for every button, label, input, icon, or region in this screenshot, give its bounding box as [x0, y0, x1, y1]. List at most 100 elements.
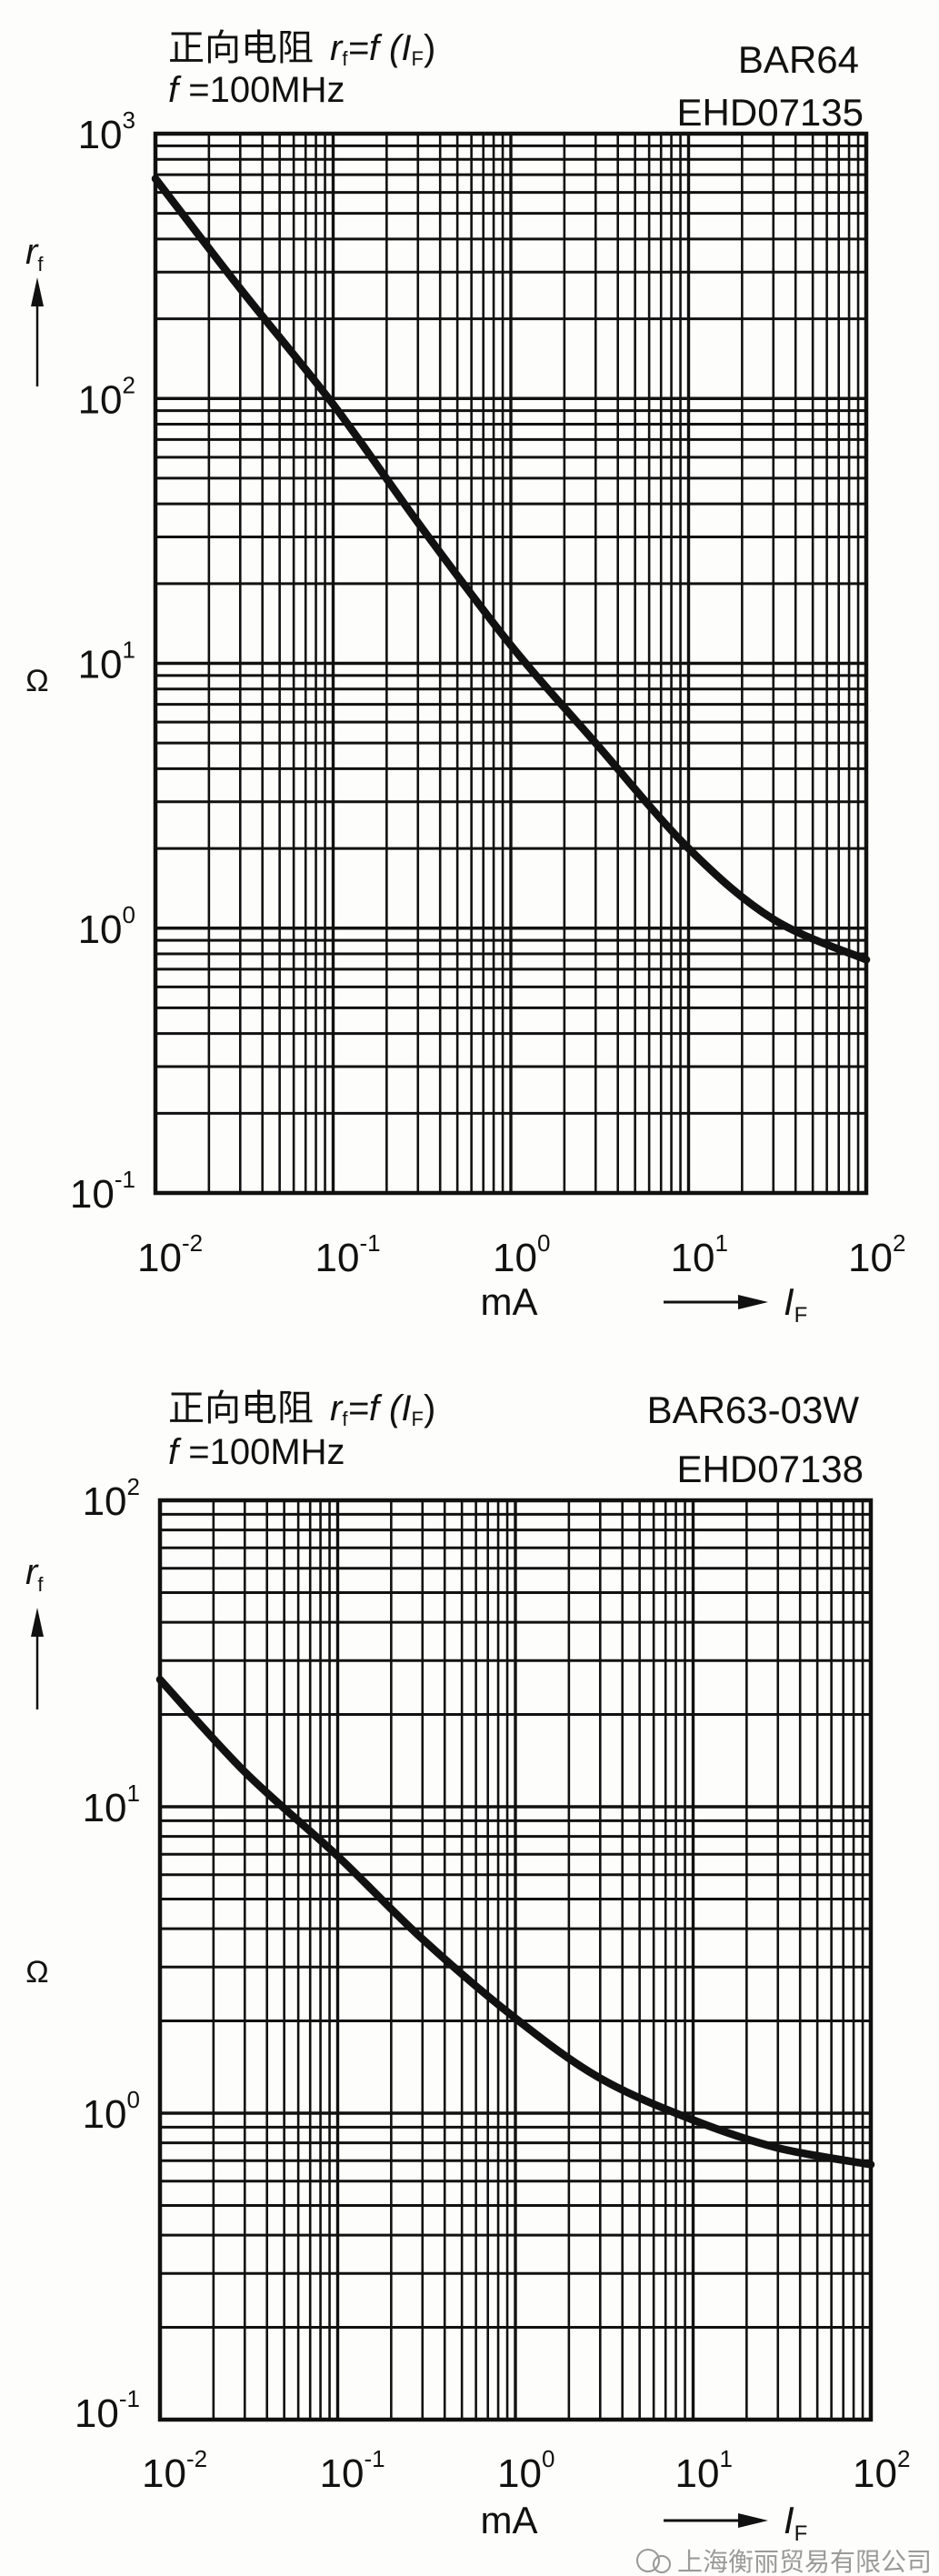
y-symbol: r [25, 1552, 39, 1592]
tick-base: 10 [320, 2451, 365, 2496]
grid [155, 134, 866, 1193]
series-line [151, 175, 871, 964]
tick-exponent: -2 [182, 1229, 203, 1257]
plot-frame [153, 131, 869, 1196]
y-tick-label: 10-1 [75, 2385, 140, 2436]
arrow-right-icon [738, 1295, 768, 1309]
y-tick-label: 10-1 [70, 1166, 135, 1217]
tick-base: 10 [70, 1172, 115, 1217]
y-tick-label: 100 [78, 901, 135, 952]
plot-frame [157, 1498, 874, 2422]
tick-base: 10 [497, 2451, 542, 2496]
x-tick-label: 101 [675, 2445, 733, 2496]
x-tick-label: 102 [848, 1229, 905, 1280]
x-tick-label: 10-2 [137, 1229, 203, 1280]
title-if-symbol: I [401, 1388, 411, 1428]
title-if-subscript: F [411, 1408, 423, 1430]
y-axis-symbol: rf [25, 232, 44, 276]
title-rf-subscript: f [342, 47, 348, 70]
x-tick-label: 10-2 [142, 2445, 207, 2496]
tick-base: 10 [671, 1236, 715, 1280]
chart-condition: f =100MHz [168, 1432, 345, 1472]
chart-title: 正向电阻 rf=f (IF) [168, 28, 435, 70]
y-subscript: f [37, 1573, 44, 1596]
chart-bar64: 正向电阻 rf=f (IF)f =100MHzBAR64EHD0713510310… [25, 28, 905, 1328]
figure-id: EHD07138 [677, 1448, 864, 1490]
tick-exponent: 2 [127, 1473, 140, 1500]
tick-base: 10 [75, 2391, 119, 2436]
tick-exponent: 0 [542, 2445, 554, 2472]
y-tick-label: 100 [83, 2086, 140, 2137]
title-equals-f: =f ( [347, 28, 405, 68]
x-axis-symbol: IF [784, 2499, 807, 2546]
title-equals-f: =f ( [347, 1388, 405, 1428]
tick-base: 10 [78, 113, 123, 157]
y-tick-label: 103 [78, 106, 135, 157]
tick-exponent: 1 [719, 2445, 732, 2472]
x-subscript: F [794, 2521, 808, 2546]
y-tick-label: 101 [78, 636, 135, 687]
tick-base: 10 [315, 1236, 360, 1280]
arrow-right-icon [738, 2513, 768, 2528]
condition-value: =100MHz [178, 70, 345, 110]
arrow-up-icon [31, 1608, 44, 1637]
x-subscript: F [794, 1303, 808, 1328]
tick-exponent: 0 [123, 901, 135, 928]
tick-exponent: 3 [123, 106, 135, 134]
tick-exponent: -1 [115, 1166, 135, 1193]
x-axis-unit: mA [481, 2499, 538, 2541]
tick-exponent: 1 [127, 1779, 140, 1807]
x-tick-label: 10-1 [320, 2445, 385, 2496]
y-axis-unit: Ω [25, 1955, 48, 1990]
title-rf-symbol: r [330, 1388, 344, 1428]
watermark-text: 上海衡丽贸易有限公司 [677, 2548, 932, 2576]
tick-exponent: -1 [119, 2385, 140, 2412]
title-rf-subscript: f [342, 1408, 348, 1430]
y-subscript: f [37, 253, 44, 276]
tick-exponent: 1 [123, 636, 135, 664]
tick-base: 10 [78, 643, 123, 687]
tick-base: 10 [83, 1786, 127, 1830]
tick-base: 10 [675, 2451, 720, 2496]
part-number: BAR63-03W [647, 1388, 860, 1431]
chart-bar63-03w: 正向电阻 rf=f (IF)f =100MHzBAR63-03WEHD071381… [25, 1388, 910, 2546]
y-tick-label: 102 [83, 1473, 140, 1524]
x-tick-label: 101 [671, 1229, 728, 1280]
grid [160, 1500, 871, 2420]
tick-base: 10 [853, 2451, 897, 2496]
x-tick-label: 100 [497, 2445, 554, 2496]
tick-exponent: -2 [186, 2445, 207, 2472]
tick-exponent: 1 [714, 1229, 727, 1257]
x-tick-label: 100 [493, 1229, 550, 1280]
tick-base: 10 [78, 907, 123, 952]
y-axis-symbol: rf [25, 1552, 44, 1596]
figure-id: EHD07135 [677, 91, 864, 134]
tick-exponent: 2 [897, 2445, 910, 2472]
tick-exponent: 2 [893, 1229, 905, 1257]
title-chinese: 正向电阻 [168, 28, 314, 68]
arrow-up-icon [31, 277, 44, 306]
condition-value: =100MHz [178, 1432, 345, 1472]
title-close-paren: ) [424, 1388, 435, 1428]
x-symbol: I [784, 2499, 794, 2541]
tick-base: 10 [83, 1479, 127, 1524]
x-axis-symbol: IF [784, 1280, 807, 1328]
x-tick-label: 10-1 [315, 1229, 381, 1280]
title-if-symbol: I [401, 28, 411, 68]
y-axis-unit: Ω [25, 664, 48, 698]
tick-base: 10 [78, 377, 123, 422]
tick-base: 10 [137, 1236, 182, 1280]
x-symbol: I [784, 1280, 794, 1323]
tick-exponent: -1 [359, 1229, 380, 1257]
chart-title: 正向电阻 rf=f (IF) [168, 1388, 435, 1430]
tick-base: 10 [493, 1236, 537, 1280]
tick-exponent: 2 [123, 371, 135, 398]
tick-base: 10 [142, 2451, 186, 2496]
tick-exponent: 0 [127, 2086, 140, 2113]
chart-condition: f =100MHz [168, 70, 345, 110]
tick-base: 10 [848, 1236, 893, 1280]
part-number: BAR64 [738, 38, 859, 81]
y-tick-label: 101 [83, 1779, 140, 1830]
tick-exponent: -1 [364, 2445, 385, 2472]
